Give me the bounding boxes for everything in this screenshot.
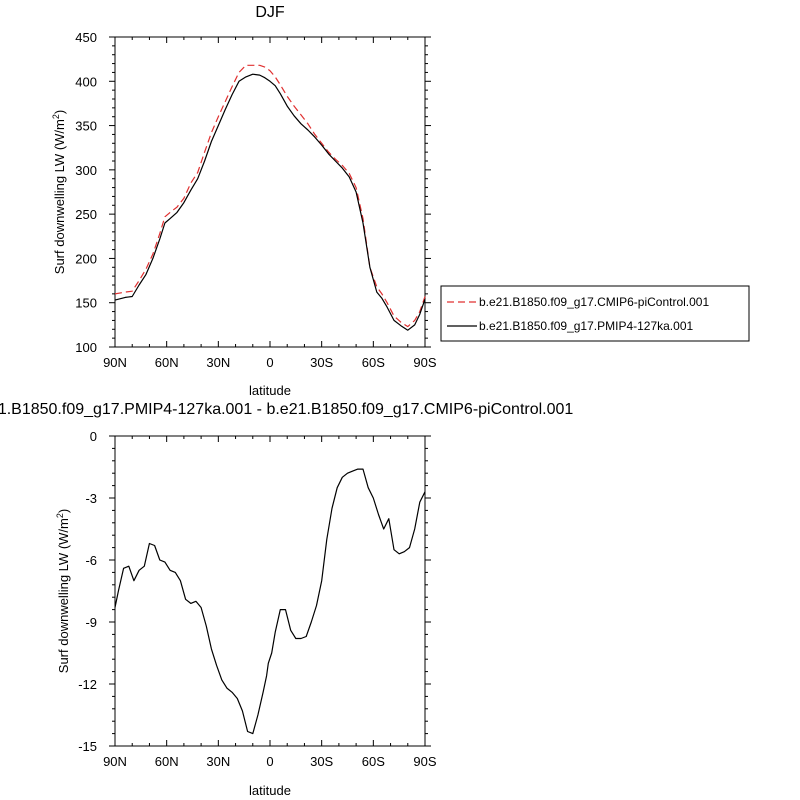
top-plot-frame: [114, 36, 426, 348]
bottom-x-tick-label: 90N: [103, 754, 127, 769]
bottom-plot-frame: [114, 435, 426, 747]
top-y-tick-label: 200: [75, 251, 97, 266]
bottom-y-tick-label: -3: [85, 491, 97, 506]
bottom-y-axis-label-sup: 2: [55, 513, 65, 518]
top-series-line-1: [114, 73, 426, 331]
bottom-x-tick-label: 30S: [310, 754, 333, 769]
bottom-series-line-0: [114, 468, 426, 735]
top-y-axis-label-sup: 2: [51, 114, 61, 119]
top-panel: DJF 90N 60N 30N 0 30S 60S 90S 100 150 200 250 300 35…: [51, 4, 437, 398]
legend: b.e21.B1850.f09_g17.CMIP6-piControl.001 …: [440, 285, 750, 342]
bottom-y-axis-label: Surf downwelling LW (W/m2): [55, 509, 71, 673]
top-y-axis-label-main: Surf downwelling LW (W/m: [52, 119, 67, 274]
bottom-y-tick-label: 0: [90, 429, 97, 444]
top-y-tick-label: 300: [75, 163, 97, 178]
top-y-tick-label: 150: [75, 296, 97, 311]
bottom-chart-title: b.e21.B1850.f09_g17.PMIP4-127ka.001 - b.…: [0, 401, 573, 418]
top-x-tick-label: 90N: [103, 355, 127, 370]
top-y-tick-label: 450: [75, 30, 97, 45]
bottom-y-tick-label: -6: [85, 553, 97, 568]
bottom-x-axis-label: latitude: [249, 783, 291, 798]
top-x-tick-label: 60S: [362, 355, 385, 370]
legend-box: [440, 285, 750, 342]
legend-label-picontrol: b.e21.B1850.f09_g17.CMIP6-piControl.001: [479, 295, 709, 309]
bottom-series-lines: [114, 468, 426, 735]
bottom-x-tick-label: 60S: [362, 754, 385, 769]
top-y-tick-label: 350: [75, 119, 97, 134]
top-y-axis-label: Surf downwelling LW (W/m2): [51, 110, 67, 274]
bottom-y-axis-label-end: ): [56, 509, 71, 513]
top-x-tick-label: 30S: [310, 355, 333, 370]
bottom-y-tick-label: -12: [78, 677, 97, 692]
bottom-y-tick-label: -15: [78, 739, 97, 754]
bottom-x-tick-label: 60N: [155, 754, 179, 769]
bottom-x-tick-label: 90S: [413, 754, 436, 769]
top-x-tick-label: 90S: [413, 355, 436, 370]
top-y-tick-label: 400: [75, 74, 97, 89]
top-series-lines: [114, 64, 426, 331]
top-y-axis-label-end: ): [52, 110, 67, 114]
bottom-axis-ticks: 90N 60N 30N 0 30S 60S 90S -15 -12 -9 -6 -3 0: [78, 429, 437, 769]
bottom-y-axis-label-main: Surf downwelling LW (W/m: [56, 518, 71, 673]
top-series-line-0: [114, 64, 426, 328]
top-x-axis-label: latitude: [249, 383, 291, 398]
bottom-x-tick-label: 30N: [206, 754, 230, 769]
top-chart-title: DJF: [255, 4, 285, 21]
bottom-panel: b.e21.B1850.f09_g17.PMIP4-127ka.001 - b.…: [0, 401, 573, 798]
top-x-tick-label: 0: [266, 355, 273, 370]
top-y-tick-label: 100: [75, 340, 97, 355]
bottom-x-tick-label: 0: [266, 754, 273, 769]
bottom-y-tick-label: -9: [85, 615, 97, 630]
top-y-tick-label: 250: [75, 207, 97, 222]
top-x-tick-label: 60N: [155, 355, 179, 370]
legend-label-127ka: b.e21.B1850.f09_g17.PMIP4-127ka.001: [479, 319, 693, 333]
top-x-tick-label: 30N: [206, 355, 230, 370]
top-axis-ticks: 90N 60N 30N 0 30S 60S 90S 100 150 200 250 300 350 400…: [75, 30, 437, 370]
